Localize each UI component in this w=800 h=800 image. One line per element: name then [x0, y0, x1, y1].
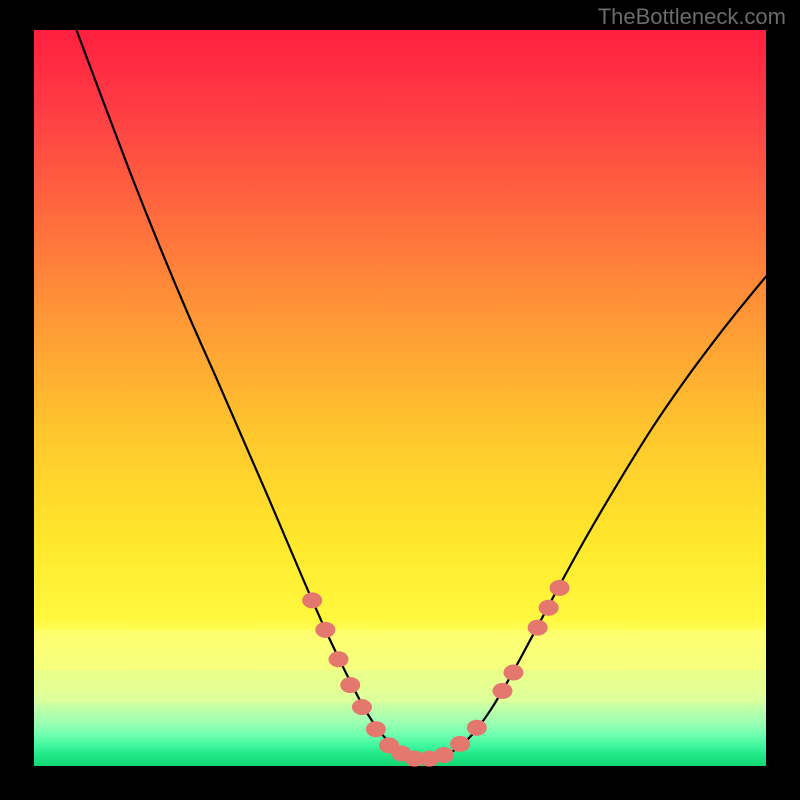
watermark-text: TheBottleneck.com	[598, 4, 786, 30]
bottleneck-curve	[76, 30, 766, 759]
curve-marker	[492, 683, 512, 699]
curve-marker	[434, 747, 454, 763]
curve-marker	[528, 620, 548, 636]
curve-marker	[450, 736, 470, 752]
curve-marker	[340, 677, 360, 693]
curve-marker	[550, 580, 570, 596]
curve-marker	[329, 651, 349, 667]
curve-marker	[539, 600, 559, 616]
curve-marker	[503, 665, 523, 681]
curve-marker	[302, 592, 322, 608]
curve-marker	[467, 720, 487, 736]
curve-marker	[315, 622, 335, 638]
chart-plot-area	[34, 30, 766, 766]
curve-marker	[366, 721, 386, 737]
curve-marker	[352, 699, 372, 715]
chart-curve-layer	[34, 30, 766, 766]
